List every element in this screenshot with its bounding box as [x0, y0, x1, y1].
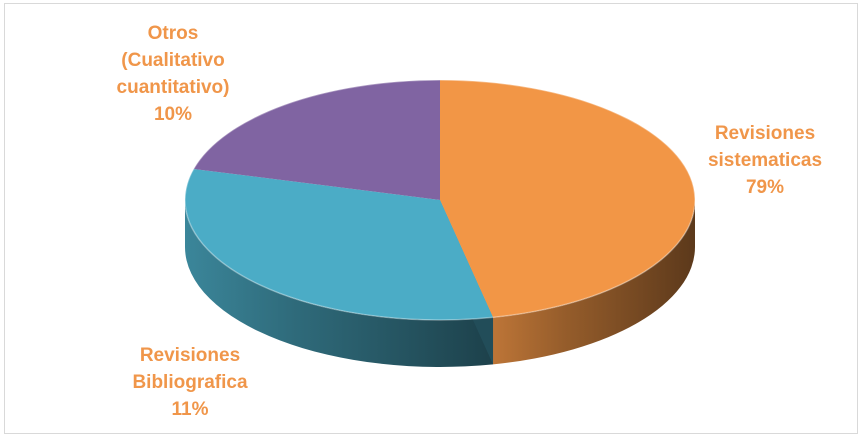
pie-slice-0 — [440, 80, 696, 318]
pie-slice-2 — [193, 80, 440, 200]
pie-side-0 — [493, 200, 696, 365]
slice-label-revisiones-sistematicas: Revisiones sistematicas 79% — [696, 120, 834, 201]
slice-label-otros: Otros (Cualitativo cuantitativo) 10% — [100, 20, 246, 128]
label-line: cuantitativo) — [116, 77, 230, 98]
label-line: Revisiones — [139, 345, 241, 366]
label-line: Otros — [147, 23, 199, 44]
label-percent: 79% — [745, 177, 785, 198]
label-percent: 10% — [153, 104, 193, 125]
pie-side-1 — [185, 200, 494, 367]
label-line: (Cualitativo — [121, 50, 225, 71]
label-line: sistematicas — [707, 150, 823, 171]
slice-label-revisiones-bibliografica: Revisiones Bibliografica 11% — [120, 342, 260, 423]
label-percent: 11% — [171, 399, 209, 420]
label-line: Revisiones — [714, 123, 816, 144]
label-line: Bibliografica — [132, 372, 248, 393]
pie-slice-1 — [185, 168, 494, 321]
pie-rim — [184, 79, 696, 321]
